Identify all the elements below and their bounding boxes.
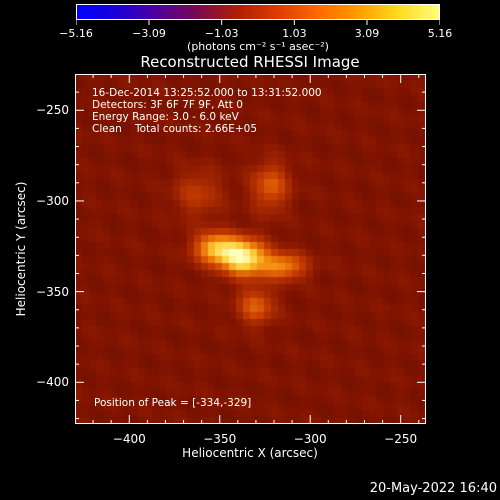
y-axis-label: Heliocentric Y (arcsec)	[14, 181, 28, 317]
colorbar-tick-label: −5.16	[59, 27, 93, 40]
chart-title: Reconstructed RHESSI Image	[140, 53, 360, 71]
annotation-total-counts: Total counts: 2.66E+05	[135, 123, 258, 135]
y-tick-label: −250	[36, 103, 69, 118]
x-tick-label: −250	[384, 432, 418, 446]
colorbar-ticks	[76, 20, 440, 25]
colorbar-tick-label: −1.03	[204, 27, 239, 40]
x-tick-label: −300	[293, 432, 327, 446]
colorbar-tick-label: 3.09	[354, 27, 380, 40]
annotation-time-range: 16-Dec-2014 13:25:52.000 to 13:31:52.000	[92, 87, 322, 99]
colorbar-units: (photons cm⁻² s⁻¹ asec⁻²)	[187, 40, 329, 53]
colorbar-tick-label: 5.16	[427, 27, 453, 40]
plot-axes	[75, 74, 426, 424]
axis-ticks	[75, 74, 426, 424]
x-tick-label: −400	[112, 432, 146, 446]
annotation-method: Clean	[92, 123, 122, 135]
x-axis-label: Heliocentric X (arcsec)	[182, 446, 318, 460]
y-tick-label: −350	[36, 284, 69, 299]
y-tick-label: −300	[36, 193, 69, 208]
colorbar-tick-label: 1.03	[282, 27, 307, 40]
y-tick-label: −400	[36, 375, 69, 390]
x-tick-label: −350	[203, 432, 237, 446]
colorbar-tick-label: −3.09	[132, 27, 166, 40]
plot-timestamp: 20-May-2022 16:40	[369, 481, 497, 496]
annotation-energy-range: Energy Range: 3.0 - 6.0 keV	[92, 111, 239, 123]
heatmap-image	[75, 74, 426, 424]
plot-area: 16-Dec-2014 13:25:52.000 to 13:31:52.000…	[75, 74, 426, 424]
annotation-detectors: Detectors: 3F 6F 7F 9F, Att 0	[92, 99, 243, 111]
plot-frame	[75, 74, 426, 424]
colorbar	[76, 4, 440, 20]
annotation-peak-position: Position of Peak = [-334,-329]	[94, 397, 252, 409]
